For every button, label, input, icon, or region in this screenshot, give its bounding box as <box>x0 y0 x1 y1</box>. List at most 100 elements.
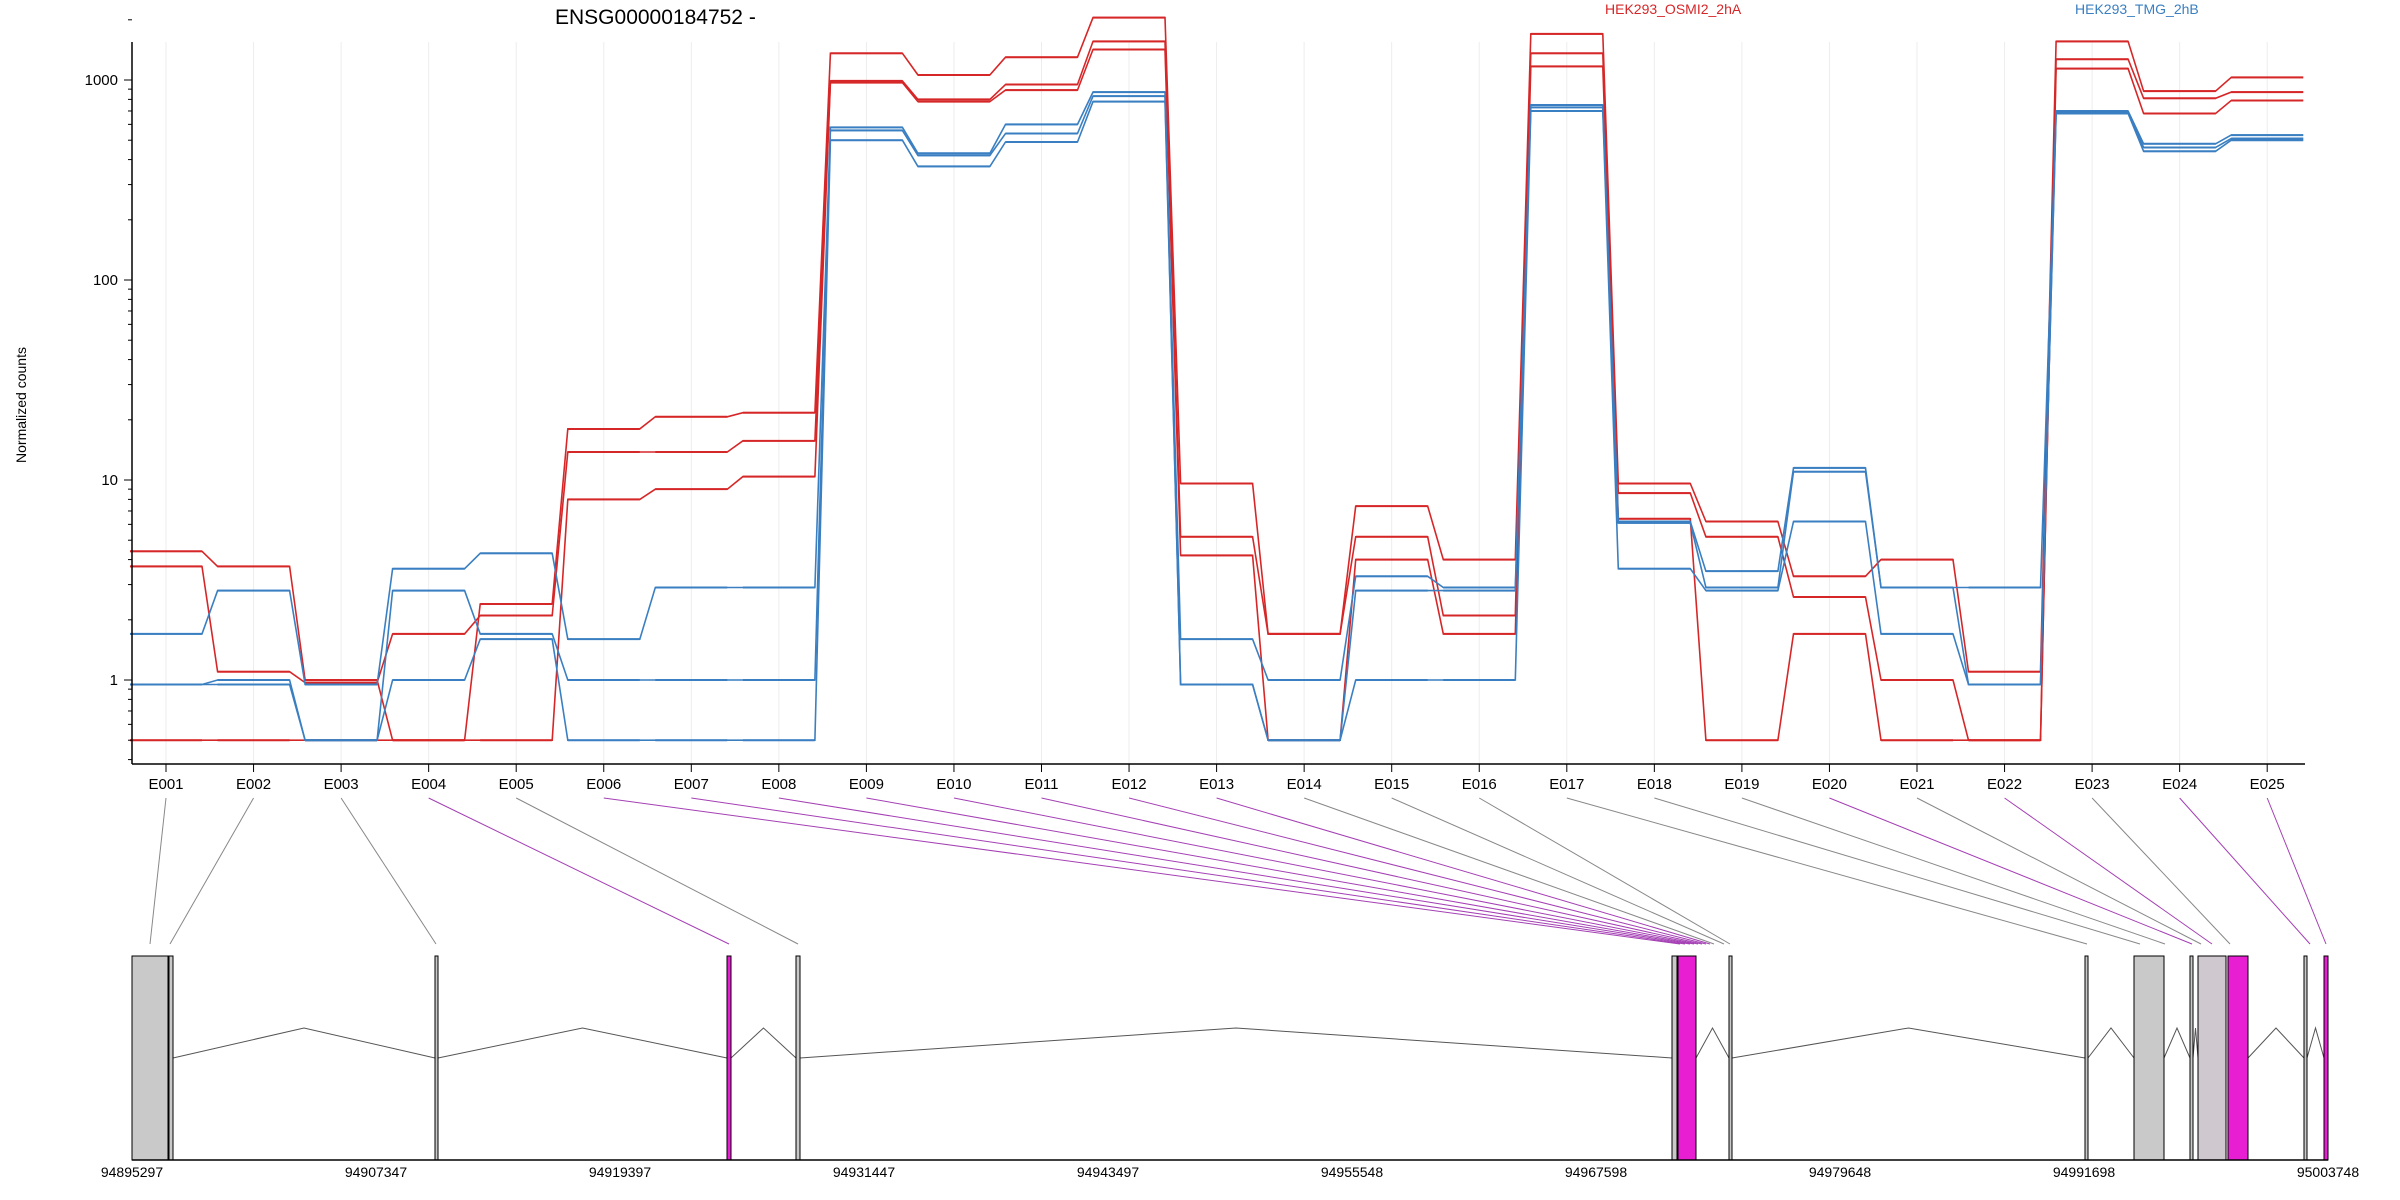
gene-model <box>131 955 2329 1161</box>
x-tick-label-e022: E022 <box>1987 776 2022 793</box>
y-axis: 1 10 100 1000 <box>85 19 133 764</box>
intron-3 <box>730 1027 797 1059</box>
genomic-tick-label-9: 95003748 <box>2297 1164 2360 1180</box>
connector-e025 <box>2266 797 2327 945</box>
vertical-grid <box>165 42 2268 764</box>
connector-e015 <box>1391 797 1725 945</box>
genomic-tick-label-8: 94991698 <box>2053 1164 2116 1180</box>
y-tick-label-1: 1 <box>110 672 118 689</box>
intron-2 <box>437 1027 728 1059</box>
x-tick-label-e012: E012 <box>1112 776 1147 793</box>
exon-block-3 <box>434 955 439 1161</box>
x-tick-label-e018: E018 <box>1637 776 1672 793</box>
exon-block-12 <box>2197 955 2227 1161</box>
intron-7 <box>2087 1027 2135 1059</box>
genomic-tick-label-7: 94979648 <box>1809 1164 1872 1180</box>
genomic-tick-label-4: 94943497 <box>1077 1164 1140 1180</box>
intron-8 <box>2163 1026 2191 1059</box>
connector-e023 <box>2091 797 2231 945</box>
exon-block-13 <box>2227 955 2249 1161</box>
x-tick-label-e009: E009 <box>849 776 884 793</box>
connector-e005 <box>515 797 799 945</box>
intron-6 <box>1731 1027 2086 1059</box>
connector-e021 <box>1916 797 2202 945</box>
x-tick-label-e016: E016 <box>1462 776 1497 793</box>
exon-block-7 <box>1677 955 1697 1161</box>
connector-e016 <box>1478 797 1731 945</box>
intron-10 <box>2247 1027 2305 1059</box>
exon-block-14 <box>2303 955 2308 1161</box>
connector-e008 <box>778 797 1691 945</box>
exon-block-10 <box>2133 955 2165 1161</box>
x-tick-label-e017: E017 <box>1549 776 1584 793</box>
exon-connectors <box>149 797 2327 945</box>
x-tick-label-e011: E011 <box>1025 776 1059 793</box>
exon-block-4 <box>726 955 732 1161</box>
connector-e011 <box>1041 797 1703 945</box>
y-axis-label: Normalized counts <box>13 347 29 463</box>
connector-e001 <box>149 797 167 945</box>
connector-e022 <box>2004 797 2213 945</box>
x-tick-label-e010: E010 <box>936 776 971 793</box>
x-tick-label-e019: E019 <box>1724 776 1759 793</box>
x-tick-label-e014: E014 <box>1287 776 1322 793</box>
genomic-coordinate-axis: 94895297 94907347 94919397 94931447 94943497… <box>101 1159 2360 1180</box>
connector-e013 <box>1216 797 1711 945</box>
x-tick-label-e013: E013 <box>1199 776 1234 793</box>
intron-9 <box>2192 1027 2199 1059</box>
x-tick-label-e025: E025 <box>2250 776 2285 793</box>
exon-block-2 <box>168 955 174 1161</box>
intron-5 <box>1695 1026 1730 1059</box>
connector-e002 <box>169 797 254 945</box>
exon-block-15 <box>2323 955 2329 1161</box>
x-axis: E001 E002 E003 E004 E005 E006 E007 E008 E009 E010… <box>132 763 2305 793</box>
intron-1 <box>172 1027 436 1059</box>
genomic-tick-label-0: 94895297 <box>101 1164 164 1180</box>
exon-block-8 <box>1728 955 1733 1161</box>
genomic-tick-label-1: 94907347 <box>345 1164 408 1180</box>
x-tick-label-e008: E008 <box>761 776 796 793</box>
x-tick-label-e007: E007 <box>674 776 709 793</box>
connector-e006 <box>603 797 1681 945</box>
connector-e018 <box>1654 797 2141 945</box>
genomic-tick-label-6: 94967598 <box>1565 1164 1628 1180</box>
connector-e020 <box>1829 797 2193 945</box>
x-tick-label-e001: E001 <box>148 776 183 793</box>
genomic-tick-label-2: 94919397 <box>589 1164 652 1180</box>
x-tick-label-e006: E006 <box>586 776 621 793</box>
connector-e014 <box>1303 797 1715 945</box>
y-tick-label-100: 100 <box>93 272 118 289</box>
connector-e017 <box>1566 797 2088 945</box>
x-tick-label-e002: E002 <box>236 776 271 793</box>
x-tick-label-e003: E003 <box>324 776 359 793</box>
connector-e009 <box>866 797 1695 945</box>
connector-e003 <box>340 797 437 945</box>
x-tick-label-e024: E024 <box>2162 776 2197 793</box>
exon-block-1 <box>131 955 169 1161</box>
genomic-tick-label-3: 94931447 <box>833 1164 896 1180</box>
connector-e010 <box>953 797 1699 945</box>
x-tick-label-e015: E015 <box>1374 776 1409 793</box>
x-tick-label-e004: E004 <box>411 776 446 793</box>
x-tick-label-e020: E020 <box>1812 776 1847 793</box>
x-tick-label-e023: E023 <box>2075 776 2110 793</box>
connector-e024 <box>2179 797 2311 945</box>
exon-block-9 <box>2084 955 2089 1161</box>
connector-e019 <box>1741 797 2166 945</box>
exon-block-11 <box>2189 955 2194 1161</box>
legend-entry-osmi2: HEK293_OSMI2_2hA <box>1605 1 1742 17</box>
intron-11 <box>2306 1026 2325 1059</box>
exon-block-5 <box>795 955 801 1161</box>
x-tick-label-e021: E021 <box>1899 776 1934 793</box>
y-tick-label-1000: 1000 <box>85 72 118 89</box>
genomic-tick-label-5: 94955548 <box>1321 1164 1384 1180</box>
connector-e012 <box>1128 797 1707 945</box>
intron-4 <box>799 1027 1673 1059</box>
exon-block-6 <box>1671 955 1678 1161</box>
x-tick-label-e005: E005 <box>499 776 534 793</box>
connector-e004 <box>428 797 730 945</box>
chart-title: ENSG00000184752 - <box>555 6 756 29</box>
y-tick-label-10: 10 <box>101 472 118 489</box>
connector-e007 <box>691 797 1686 945</box>
